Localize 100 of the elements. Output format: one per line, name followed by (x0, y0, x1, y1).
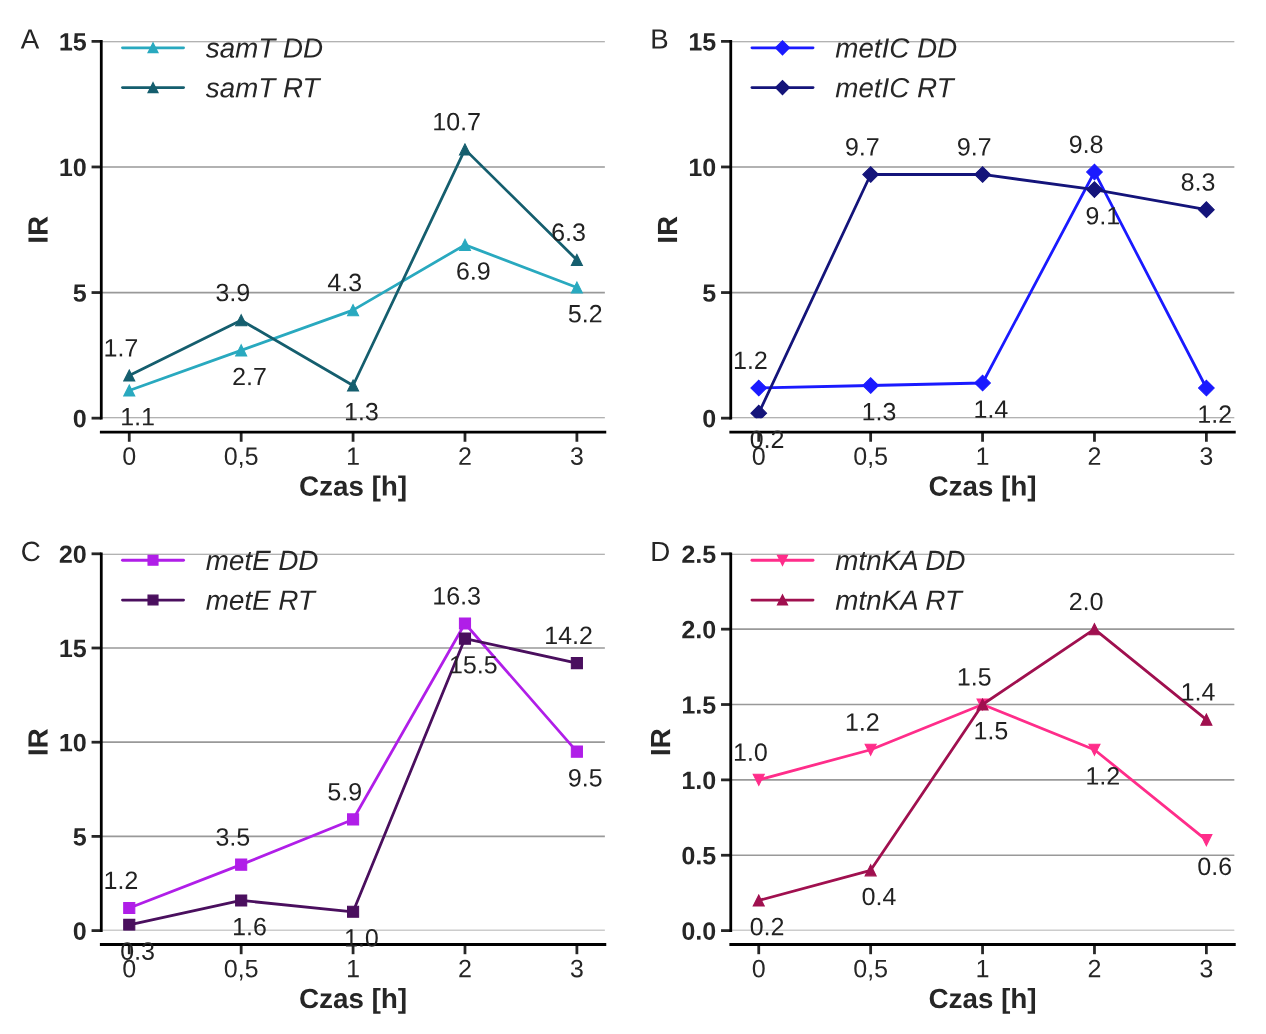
point (1200, 713, 1213, 726)
data-label: 1.3 (345, 402, 378, 421)
data-label: 1.2 (1199, 405, 1231, 423)
y-tick-label: 1.5 (683, 696, 716, 714)
point (1088, 623, 1101, 636)
point (458, 632, 472, 645)
x-tick-label: 0 (123, 959, 136, 978)
point (750, 404, 768, 419)
point (1198, 379, 1215, 397)
legend-label: metIC RT (835, 77, 956, 98)
data-label: 1.2 (1087, 767, 1119, 785)
y-axis-title: IR (28, 728, 48, 755)
point (123, 901, 136, 915)
y-axis-title: IR (651, 728, 671, 755)
data-label: 1.7 (105, 339, 138, 357)
x-tick-label: 0 (123, 447, 136, 465)
point (123, 384, 136, 397)
point (458, 143, 472, 156)
y-tick-label: 10 (60, 158, 86, 177)
point (974, 374, 991, 392)
data-label: 1.2 (846, 713, 879, 731)
x-tick-label: 0 (752, 959, 765, 978)
data-label: 0.4 (862, 887, 896, 906)
y-tick-label: 15 (60, 639, 86, 658)
chart-title: A (20, 29, 40, 49)
point (1086, 181, 1103, 198)
y-tick-label: 1.0 (683, 771, 716, 790)
y-tick-label: 2.0 (682, 620, 716, 639)
data-label: 3.5 (216, 828, 250, 846)
point (458, 238, 472, 251)
legend-label: mtnKA RT (835, 590, 964, 611)
point (974, 166, 991, 183)
point (570, 657, 583, 670)
y-axis-title: IR (28, 216, 48, 242)
x-tick-label: 3 (1200, 447, 1213, 465)
x-tick-label: 2 (1088, 959, 1101, 978)
y-tick-label: 15 (60, 33, 86, 51)
data-label: 9.7 (958, 137, 991, 156)
y-tick-label: 0 (703, 409, 716, 428)
x-tick-label: 0,5 (224, 447, 258, 468)
data-label: 0.6 (1198, 857, 1231, 876)
data-label: 9.7 (846, 137, 879, 156)
data-label: 4.3 (327, 273, 362, 292)
x-tick-label: 2 (1088, 447, 1101, 465)
legend-label: metIC DD (835, 38, 957, 58)
point (458, 617, 472, 630)
point (123, 369, 136, 382)
legend-label: mtnKA DD (835, 550, 965, 571)
data-label: 9.5 (569, 768, 602, 787)
legend-label: samT RT (205, 78, 322, 98)
point (750, 379, 768, 397)
x-tick-label: 0 (752, 447, 765, 465)
x-tick-label: 3 (570, 447, 583, 465)
point (235, 894, 248, 907)
x-tick-label: 2 (459, 447, 471, 465)
point (235, 858, 248, 871)
point (862, 166, 880, 183)
y-tick-label: 0 (73, 409, 86, 428)
point (347, 304, 360, 317)
data-label: 6.9 (457, 262, 490, 280)
y-tick-label: 5 (73, 828, 86, 846)
data-label: 0.3 (121, 942, 154, 960)
point (123, 918, 136, 931)
y-tick-label: 0.0 (682, 922, 716, 940)
x-tick-label: 1 (977, 447, 989, 465)
chart-title: C (22, 541, 40, 562)
x-axis-title: Czas [h] (929, 987, 1036, 1014)
x-tick-label: 0,5 (854, 959, 887, 981)
x-axis-title: Czas [h] (929, 475, 1036, 502)
x-tick-label: 2 (459, 959, 471, 978)
y-tick-label: 15 (689, 33, 716, 51)
point (570, 745, 583, 758)
y-tick-label: 5 (73, 284, 86, 302)
data-label: 16.3 (434, 586, 480, 605)
x-tick-label: 1 (977, 959, 989, 978)
point (347, 813, 360, 826)
legend-label: metE DD (206, 550, 318, 571)
point (1198, 201, 1215, 219)
point (752, 773, 765, 786)
data-label: 1.2 (734, 351, 767, 369)
data-label: 1.4 (975, 400, 1008, 418)
data-label: 1.4 (1182, 683, 1215, 701)
data-label: 1.5 (958, 668, 991, 686)
y-tick-label: 10 (689, 158, 716, 177)
data-label: 1.5 (975, 722, 1008, 740)
data-label: 1.2 (105, 871, 138, 889)
y-tick-label: 10 (60, 733, 86, 752)
x-tick-label: 3 (570, 959, 583, 978)
point (235, 344, 248, 357)
x-tick-label: 1 (348, 447, 359, 465)
y-tick-label: 20 (59, 545, 86, 564)
data-label: 3.9 (216, 283, 250, 302)
y-tick-label: 0.5 (682, 846, 716, 865)
point (570, 281, 583, 294)
point (570, 253, 583, 266)
data-label: 2.7 (233, 367, 266, 386)
y-tick-label: 0 (73, 922, 86, 940)
data-label: 1.1 (122, 408, 154, 426)
y-axis-title: IR (657, 216, 678, 242)
point (1200, 834, 1213, 847)
